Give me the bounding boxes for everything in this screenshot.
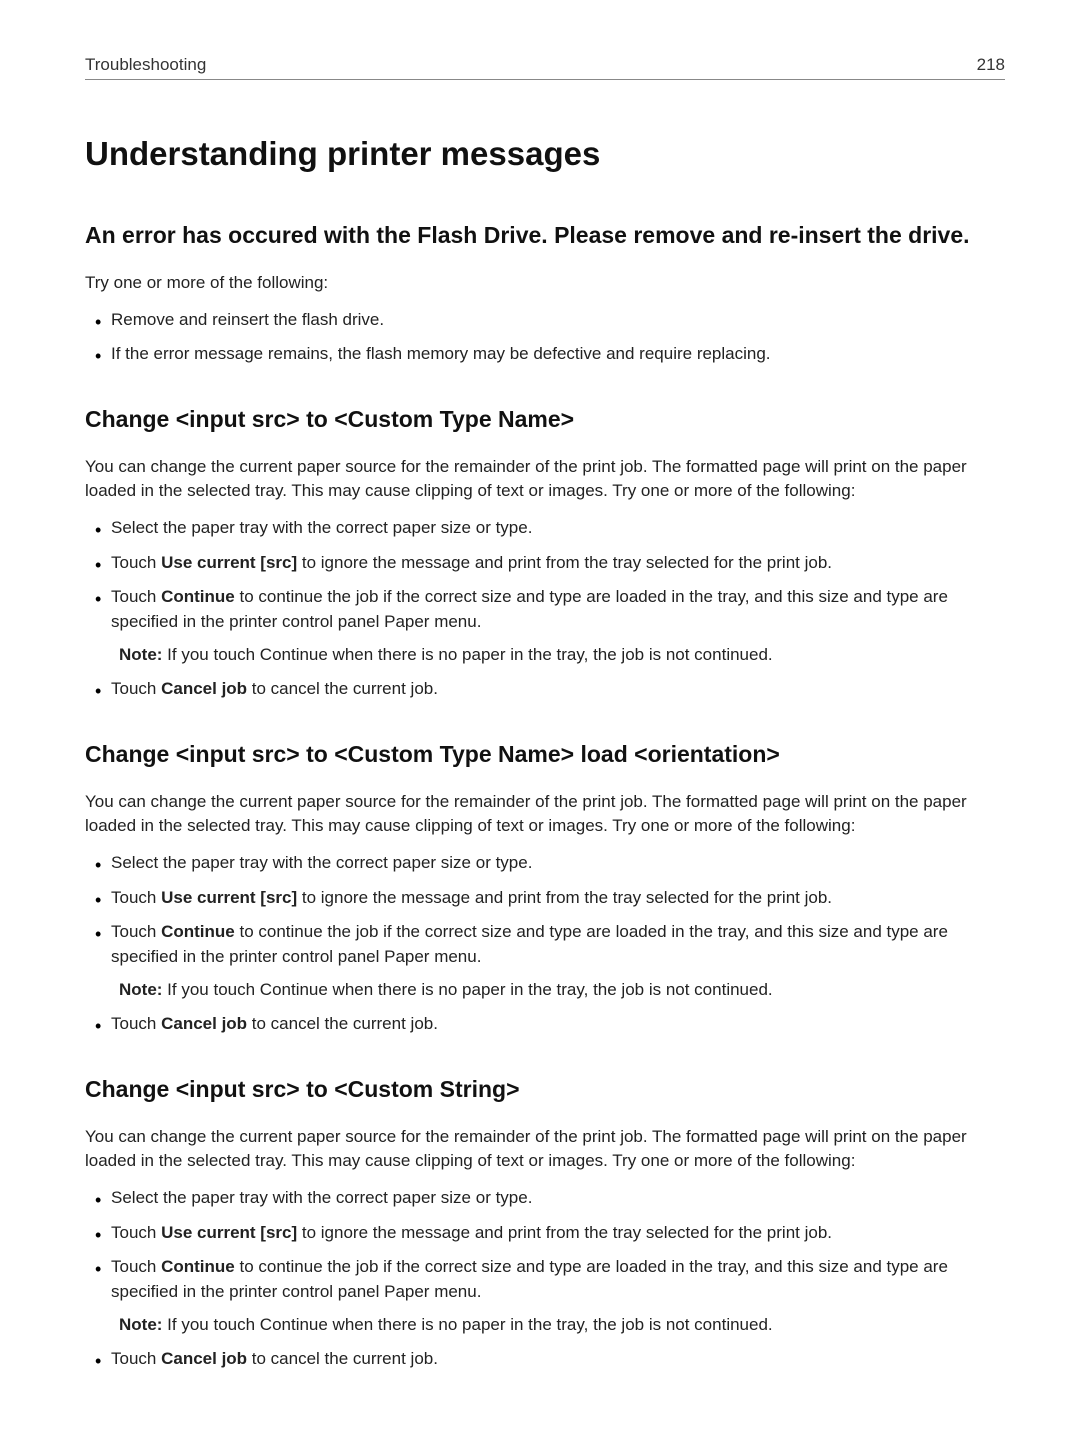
bold-term: Use current [src] bbox=[161, 553, 297, 572]
section-heading: Change <input src> to <Custom Type Name>… bbox=[85, 740, 1005, 770]
list-item: Touch Cancel job to cancel the current j… bbox=[111, 677, 1005, 702]
note-label: Note: bbox=[119, 1315, 162, 1334]
bullet-list: Select the paper tray with the correct p… bbox=[85, 516, 1005, 702]
section-heading: Change <input src> to <Custom String> bbox=[85, 1075, 1005, 1105]
list-item: Select the paper tray with the correct p… bbox=[111, 851, 1005, 876]
bold-term: Continue bbox=[161, 587, 235, 606]
list-item: Select the paper tray with the correct p… bbox=[111, 1186, 1005, 1211]
section-heading: Change <input src> to <Custom Type Name> bbox=[85, 405, 1005, 435]
header-page-number: 218 bbox=[977, 55, 1005, 75]
list-item: Touch Continue to continue the job if th… bbox=[111, 920, 1005, 1002]
bold-term: Use current [src] bbox=[161, 1223, 297, 1242]
bold-term: Cancel job bbox=[161, 1349, 247, 1368]
note: Note: If you touch Continue when there i… bbox=[111, 1313, 1005, 1338]
list-item: Touch Use current [src] to ignore the me… bbox=[111, 551, 1005, 576]
list-item: Touch Continue to continue the job if th… bbox=[111, 585, 1005, 667]
bullet-list: Select the paper tray with the correct p… bbox=[85, 1186, 1005, 1372]
bullet-list: Select the paper tray with the correct p… bbox=[85, 851, 1005, 1037]
section-intro: You can change the current paper source … bbox=[85, 1125, 1005, 1174]
section-intro: You can change the current paper source … bbox=[85, 790, 1005, 839]
bold-term: Cancel job bbox=[161, 679, 247, 698]
bold-term: Continue bbox=[161, 922, 235, 941]
bold-term: Cancel job bbox=[161, 1014, 247, 1033]
list-item: Touch Continue to continue the job if th… bbox=[111, 1255, 1005, 1337]
page-title: Understanding printer messages bbox=[85, 135, 1005, 173]
content-body: An error has occured with the Flash Driv… bbox=[85, 221, 1005, 1372]
note: Note: If you touch Continue when there i… bbox=[111, 978, 1005, 1003]
document-page: Troubleshooting 218 Understanding printe… bbox=[0, 0, 1080, 1437]
list-item: Touch Use current [src] to ignore the me… bbox=[111, 886, 1005, 911]
section-intro: You can change the current paper source … bbox=[85, 455, 1005, 504]
page-header: Troubleshooting 218 bbox=[85, 55, 1005, 80]
note: Note: If you touch Continue when there i… bbox=[111, 643, 1005, 668]
bold-term: Continue bbox=[161, 1257, 235, 1276]
section-heading: An error has occured with the Flash Driv… bbox=[85, 221, 1005, 251]
note-label: Note: bbox=[119, 980, 162, 999]
section-intro: Try one or more of the following: bbox=[85, 271, 1005, 296]
list-item: Touch Cancel job to cancel the current j… bbox=[111, 1012, 1005, 1037]
bold-term: Use current [src] bbox=[161, 888, 297, 907]
list-item: Touch Cancel job to cancel the current j… bbox=[111, 1347, 1005, 1372]
list-item: Remove and reinsert the flash drive. bbox=[111, 308, 1005, 333]
list-item: Select the paper tray with the correct p… bbox=[111, 516, 1005, 541]
note-label: Note: bbox=[119, 645, 162, 664]
list-item: If the error message remains, the flash … bbox=[111, 342, 1005, 367]
list-item: Touch Use current [src] to ignore the me… bbox=[111, 1221, 1005, 1246]
bullet-list: Remove and reinsert the flash drive. If t… bbox=[85, 308, 1005, 367]
header-section: Troubleshooting bbox=[85, 55, 206, 75]
